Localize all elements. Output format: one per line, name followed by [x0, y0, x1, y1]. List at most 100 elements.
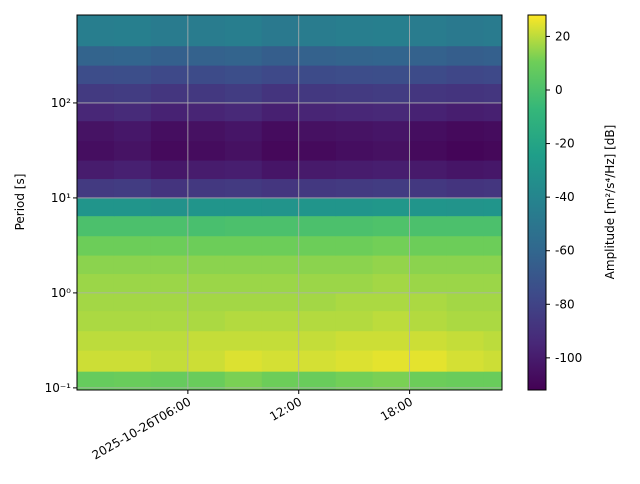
heatmap-cell: [261, 197, 300, 217]
heatmap-cell: [483, 310, 503, 332]
heatmap-cell: [224, 15, 263, 47]
heatmap: [77, 15, 503, 391]
heatmap-cell: [409, 197, 448, 217]
heatmap-cell: [335, 215, 374, 237]
heatmap-cell: [409, 235, 448, 256]
heatmap-cell: [150, 371, 189, 391]
heatmap-cell: [446, 120, 485, 142]
heatmap-cell: [335, 273, 374, 294]
heatmap-cell: [372, 255, 411, 275]
heatmap-cell: [77, 102, 115, 122]
heatmap-cell: [298, 310, 337, 332]
heatmap-cell: [483, 273, 503, 294]
heatmap-cell: [150, 102, 189, 122]
heatmap-cell: [409, 350, 448, 372]
heatmap-cell: [446, 330, 485, 351]
heatmap-cell: [261, 15, 300, 47]
heatmap-cell: [372, 102, 411, 122]
heatmap-cell: [77, 45, 115, 66]
heatmap-cell: [372, 292, 411, 312]
heatmap-cell: [150, 350, 189, 372]
heatmap-cell: [150, 65, 189, 85]
heatmap-cell: [446, 371, 485, 391]
heatmap-cell: [224, 160, 263, 180]
heatmap-cell: [224, 273, 263, 294]
heatmap-cell: [409, 215, 448, 237]
heatmap-cell: [335, 178, 374, 199]
heatmap-cell: [335, 371, 374, 391]
heatmap-cell: [113, 255, 152, 275]
heatmap-cell: [335, 102, 374, 122]
heatmap-cell: [187, 292, 226, 312]
heatmap-cell: [224, 65, 263, 85]
heatmap-cell: [298, 65, 337, 85]
heatmap-cell: [261, 310, 300, 332]
heatmap-cell: [77, 371, 115, 391]
heatmap-cell: [261, 178, 300, 199]
heatmap-cell: [187, 178, 226, 199]
heatmap-cell: [150, 83, 189, 104]
heatmap-cell: [77, 215, 115, 237]
heatmap-cell: [446, 83, 485, 104]
heatmap-cell: [409, 255, 448, 275]
heatmap-cell: [409, 330, 448, 351]
heatmap-cell: [446, 292, 485, 312]
heatmap-cell: [77, 15, 115, 47]
heatmap-cell: [77, 350, 115, 372]
heatmap-cell: [224, 83, 263, 104]
heatmap-cell: [372, 273, 411, 294]
heatmap-cell: [113, 310, 152, 332]
heatmap-cell: [187, 235, 226, 256]
heatmap-cell: [483, 330, 503, 351]
heatmap-cell: [298, 160, 337, 180]
heatmap-cell: [224, 235, 263, 256]
heatmap-cell: [483, 160, 503, 180]
heatmap-cell: [409, 178, 448, 199]
heatmap-cell: [483, 255, 503, 275]
heatmap-cell: [372, 120, 411, 142]
heatmap-cell: [187, 310, 226, 332]
heatmap-cell: [150, 215, 189, 237]
heatmap-cell: [298, 197, 337, 217]
colorbar-tick-label: -100: [555, 351, 582, 365]
heatmap-cell: [224, 292, 263, 312]
heatmap-cell: [113, 65, 152, 85]
heatmap-cell: [77, 65, 115, 85]
heatmap-cell: [483, 15, 503, 47]
heatmap-cell: [77, 235, 115, 256]
heatmap-cell: [446, 178, 485, 199]
heatmap-cell: [150, 197, 189, 217]
heatmap-cell: [298, 255, 337, 275]
heatmap-cell: [187, 197, 226, 217]
heatmap-cell: [113, 178, 152, 199]
heatmap-cell: [150, 45, 189, 66]
heatmap-cell: [224, 310, 263, 332]
heatmap-cell: [409, 273, 448, 294]
heatmap-cell: [77, 178, 115, 199]
y-tick-label: 10⁻¹: [45, 381, 72, 395]
heatmap-cell: [298, 120, 337, 142]
heatmap-cell: [335, 255, 374, 275]
heatmap-cell: [298, 178, 337, 199]
heatmap-cell: [113, 140, 152, 161]
heatmap-cell: [187, 330, 226, 351]
heatmap-cell: [372, 235, 411, 256]
heatmap-cell: [150, 292, 189, 312]
heatmap-cell: [372, 310, 411, 332]
heatmap-cell: [187, 15, 226, 47]
heatmap-cell: [372, 330, 411, 351]
heatmap-cell: [298, 330, 337, 351]
heatmap-cell: [150, 235, 189, 256]
heatmap-cell: [372, 160, 411, 180]
heatmap-cell: [409, 371, 448, 391]
colorbar-label: Amplitude [m²/s⁴/Hz] [dB]: [603, 125, 617, 280]
heatmap-cell: [409, 102, 448, 122]
y-tick-label: 10⁰: [51, 286, 71, 300]
heatmap-cell: [483, 102, 503, 122]
heatmap-cell: [298, 273, 337, 294]
colorbar-tick-label: -60: [555, 244, 575, 258]
plot-frame: [76, 14, 503, 391]
heatmap-cell: [298, 215, 337, 237]
heatmap-cell: [113, 350, 152, 372]
heatmap-cell: [187, 371, 226, 391]
